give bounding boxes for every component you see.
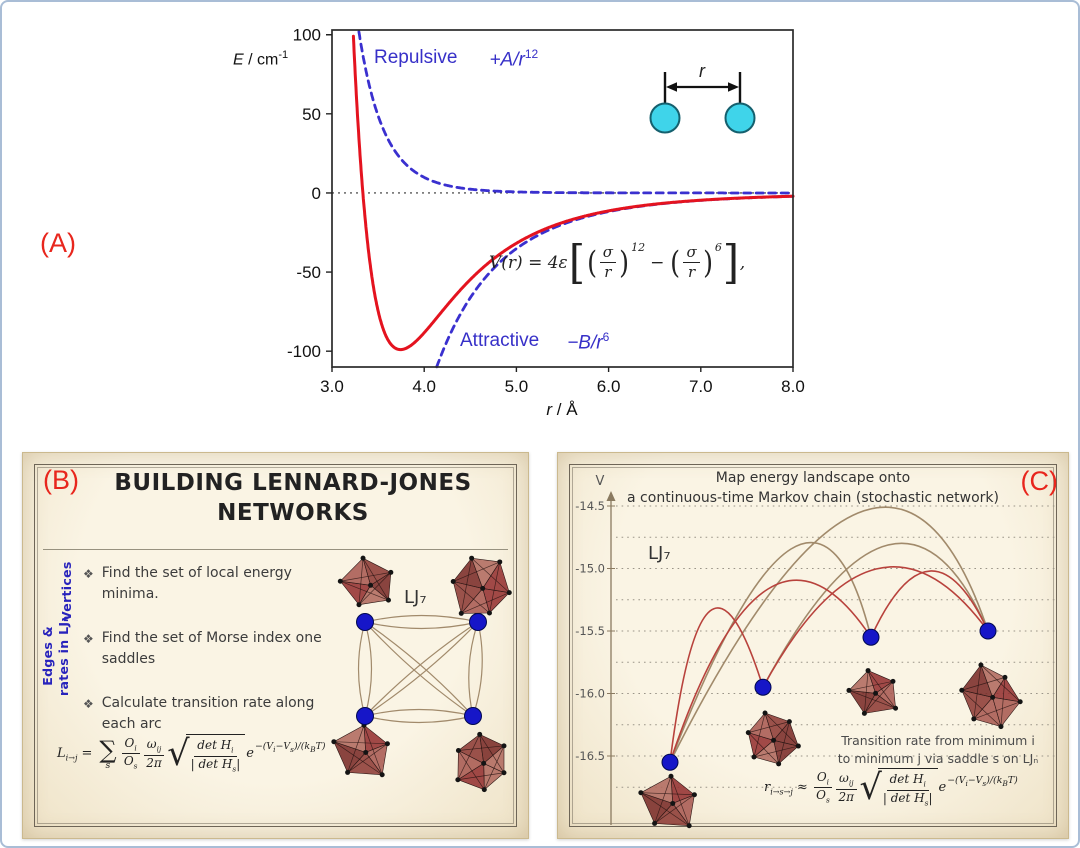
minimum-node xyxy=(754,678,772,696)
lj-potential-chart: 3.0 4.0 5.0 6.0 7.0 8.0 100 50 0 -50 -100 r xyxy=(287,26,805,396)
svg-text:8.0: 8.0 xyxy=(781,377,805,396)
y-axis-label: E / cm-1 xyxy=(233,49,289,69)
list-item: ❖ Find the set of local energy minima. xyxy=(83,563,335,605)
arrowhead-right-icon xyxy=(728,82,739,92)
lj-cluster xyxy=(638,773,697,829)
panel-b-title: BUILDING LENNARD-JONES NETWORKS xyxy=(114,470,472,526)
title-divider xyxy=(43,549,508,550)
network-edge xyxy=(364,614,480,624)
diamond-bullet-icon: ❖ xyxy=(83,632,94,646)
list-item: ❖ Calculate transition rate along each a… xyxy=(83,693,335,735)
diamond-bullet-icon: ❖ xyxy=(83,697,94,711)
atom-pair-inset: r xyxy=(649,61,756,134)
transition-arc-tan xyxy=(669,506,989,763)
panel-c-title-line1: Map energy landscape onto xyxy=(715,470,911,486)
svg-text:-15.5: -15.5 xyxy=(575,624,605,638)
lj-cluster xyxy=(745,710,801,767)
minimum-node xyxy=(979,622,997,640)
list-item: ❖ Find the set of Morse index one saddle… xyxy=(83,628,335,670)
svg-text:50: 50 xyxy=(302,105,321,124)
network-edge xyxy=(363,621,373,718)
panel-c-title-line2: a continuous-time Markov chain (stochast… xyxy=(627,490,999,506)
minimum-node xyxy=(862,628,880,646)
svg-text:-16.0: -16.0 xyxy=(575,687,605,701)
rate-formula-c: ri→s→j ≈ Oi Os ωij 2π √ det Hi | det Hs| e −(… xyxy=(764,767,1018,809)
network-edge xyxy=(364,621,479,717)
v-axis-label: V xyxy=(596,474,605,489)
lj-cluster xyxy=(455,731,507,793)
network-edge xyxy=(471,621,483,718)
lj-cluster xyxy=(337,555,394,608)
network-edge xyxy=(468,621,479,718)
x-axis-label: r / Å xyxy=(546,400,578,419)
minimum-node xyxy=(356,707,374,725)
network-edge xyxy=(364,621,474,717)
axis-arrow-icon xyxy=(606,491,616,501)
transition-arc-tan xyxy=(669,541,872,763)
svg-text:3.0: 3.0 xyxy=(320,377,344,396)
panel-b-label: (B) xyxy=(43,465,79,495)
attractive-annotation: Attractive −B/r6 xyxy=(460,330,610,354)
minimum-node xyxy=(356,613,374,631)
lj-cluster xyxy=(846,668,899,716)
panel-c-label: (C) xyxy=(1020,466,1058,496)
side-label-vertices: Vertices xyxy=(59,561,74,621)
markov-chain-energy-diagram: V -14.5 -15.0 -15.5 -16.0 -16.5 xyxy=(575,474,1055,829)
network-edge xyxy=(364,620,480,630)
transition-arc-tan xyxy=(762,542,989,688)
panel-b: (B) BUILDING LENNARD-JONES NETWORKS Vert… xyxy=(22,452,529,839)
arrowhead-left-icon xyxy=(666,82,677,92)
atom-right-icon xyxy=(724,102,756,134)
transition-arc-red xyxy=(669,607,764,763)
lj-cluster xyxy=(959,662,1023,730)
diamond-bullet-icon: ❖ xyxy=(83,567,94,581)
panel-a-label: (A) xyxy=(40,228,76,258)
svg-text:-14.5: -14.5 xyxy=(575,499,605,513)
svg-text:6.0: 6.0 xyxy=(597,377,621,396)
bullet-list: ❖ Find the set of local energy minima. ❖… xyxy=(83,563,335,758)
transition-note-line1: Transition rate from minimum i xyxy=(841,733,1035,748)
minimum-node xyxy=(464,707,482,725)
bullet-text: Find the set of Morse index one saddles xyxy=(101,630,322,667)
lj-cluster xyxy=(331,722,390,778)
transition-arc-red xyxy=(870,570,989,638)
lj7-label-c: LJ₇ xyxy=(648,543,671,564)
svg-text:-50: -50 xyxy=(296,263,321,282)
transition-note-line2: to minimum j via saddle s on LJₙ xyxy=(837,751,1039,766)
svg-text:0: 0 xyxy=(312,184,321,203)
network-edge xyxy=(364,708,475,718)
svg-text:-15.0: -15.0 xyxy=(575,562,605,576)
svg-text:100: 100 xyxy=(293,26,321,45)
network-edge xyxy=(364,621,479,717)
svg-text:-16.5: -16.5 xyxy=(575,749,605,763)
network-edge xyxy=(364,714,475,724)
transition-arc-red xyxy=(669,579,872,763)
lj7-network-diagram xyxy=(331,555,512,793)
inset-distance-label: r xyxy=(699,61,706,81)
bullet-text: Find the set of local energy minima. xyxy=(101,565,292,602)
network-edge xyxy=(357,621,367,718)
svg-text:5.0: 5.0 xyxy=(505,377,529,396)
minimum-node xyxy=(661,753,679,771)
lj-cluster xyxy=(450,555,512,616)
bullet-text: Calculate transition rate along each arc xyxy=(101,695,315,732)
repulsive-annotation: Repulsive +A/r12 xyxy=(374,47,539,71)
network-edge xyxy=(364,621,474,717)
svg-text:-100: -100 xyxy=(287,342,321,361)
rate-formula-b: Li→j = ∑ s Oi Os ωij 2π √ det Hi | det Hs| e −… xyxy=(57,733,326,775)
panel-c: V -14.5 -15.0 -15.5 -16.0 -16.5 (C) Map energ… xyxy=(557,452,1069,839)
svg-text:4.0: 4.0 xyxy=(412,377,436,396)
side-label-edges-rates: Edges & rates in LJₙ xyxy=(40,615,72,696)
transition-arc-red xyxy=(762,566,989,688)
lj7-label-b: LJ₇ xyxy=(404,587,427,608)
atom-left-icon xyxy=(649,102,681,134)
svg-text:7.0: 7.0 xyxy=(689,377,713,396)
minimum-node xyxy=(469,613,487,631)
lj-plot-area: 3.0 4.0 5.0 6.0 7.0 8.0 100 50 0 -50 -100 xyxy=(287,26,805,396)
